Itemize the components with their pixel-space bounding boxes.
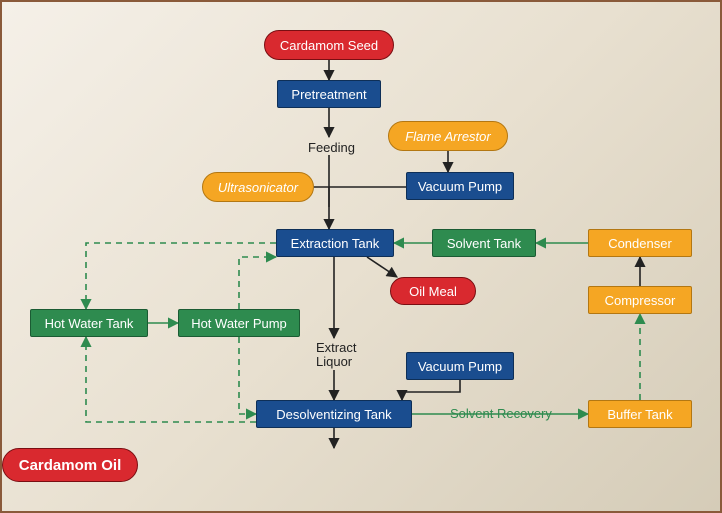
edge bbox=[86, 337, 256, 422]
node-vacuum-pump-2: Vacuum Pump bbox=[406, 352, 514, 380]
label-liquor: Liquor bbox=[316, 354, 366, 369]
node-desolventizing-tank: Desolventizing Tank bbox=[256, 400, 412, 428]
label-feeding: Feeding bbox=[308, 140, 368, 155]
node-cardamom-seed: Cardamom Seed bbox=[264, 30, 394, 60]
edge bbox=[314, 187, 329, 207]
node-condenser: Condenser bbox=[588, 229, 692, 257]
node-compressor: Compressor bbox=[588, 286, 692, 314]
node-hot-water-tank: Hot Water Tank bbox=[30, 309, 148, 337]
edges-layer bbox=[2, 2, 722, 513]
node-ultrasonicator: Ultrasonicator bbox=[202, 172, 314, 202]
label-solvent-recovery: Solvent Recovery bbox=[450, 406, 580, 421]
node-hot-water-pump: Hot Water Pump bbox=[178, 309, 300, 337]
edge bbox=[86, 243, 276, 309]
edge bbox=[239, 337, 256, 414]
node-extraction-tank: Extraction Tank bbox=[276, 229, 394, 257]
node-solvent-tank: Solvent Tank bbox=[432, 229, 536, 257]
node-vacuum-pump-1: Vacuum Pump bbox=[406, 172, 514, 200]
flowchart-canvas: Cardamom Seed Pretreatment Flame Arresto… bbox=[0, 0, 722, 513]
edge bbox=[239, 257, 276, 309]
node-cardamom-oil: Cardamom Oil bbox=[2, 448, 138, 482]
node-oil-meal: Oil Meal bbox=[390, 277, 476, 305]
node-pretreatment: Pretreatment bbox=[277, 80, 381, 108]
edge bbox=[402, 380, 460, 400]
node-flame-arrestor: Flame Arrestor bbox=[388, 121, 508, 151]
node-buffer-tank: Buffer Tank bbox=[588, 400, 692, 428]
label-extract: Extract bbox=[316, 340, 366, 355]
edge bbox=[367, 257, 397, 277]
